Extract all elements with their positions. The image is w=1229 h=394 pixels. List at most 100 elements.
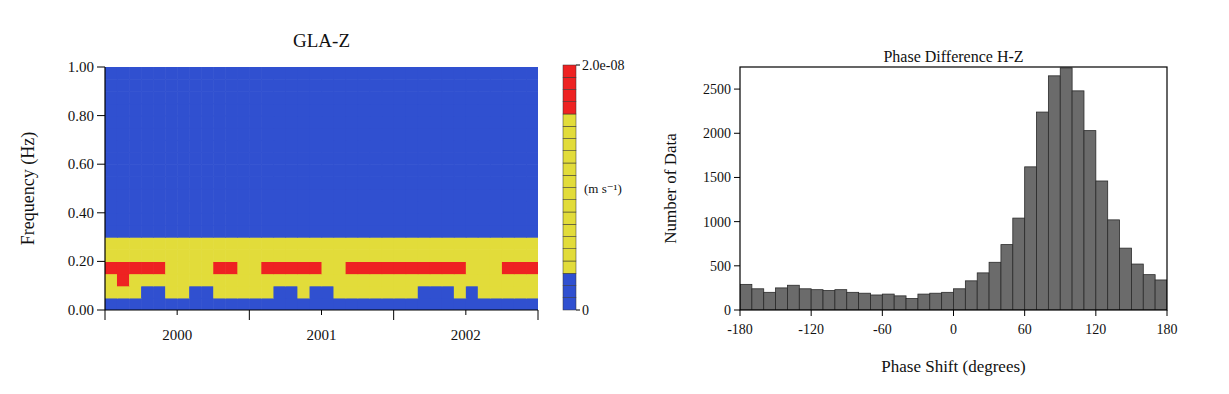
heat-cell xyxy=(261,116,274,129)
heat-cell xyxy=(129,67,142,80)
heat-cell xyxy=(249,116,262,129)
heat-cell xyxy=(117,79,130,92)
colorbar-tick xyxy=(576,310,580,311)
heat-cell xyxy=(201,249,214,262)
heat-cell xyxy=(514,91,527,104)
heat-cell xyxy=(105,189,118,202)
heat-cell xyxy=(310,164,323,177)
heat-cell xyxy=(514,213,527,226)
heat-cell xyxy=(406,103,419,116)
histogram-bar xyxy=(965,281,977,310)
histogram-bar xyxy=(787,285,799,310)
histogram-bar xyxy=(1096,181,1108,310)
heat-cell xyxy=(213,176,226,189)
heat-cell xyxy=(297,152,310,165)
histogram-bar xyxy=(1060,68,1072,310)
heat-cell xyxy=(442,79,455,92)
heat-cell xyxy=(261,164,274,177)
heat-cell xyxy=(105,237,118,250)
colorbar-segment xyxy=(563,102,576,114)
heat-cell xyxy=(117,189,130,202)
heat-cell xyxy=(201,286,214,299)
heat-cell xyxy=(310,152,323,165)
heat-cell xyxy=(141,79,154,92)
heat-cell xyxy=(322,91,335,104)
heat-cell xyxy=(129,103,142,116)
heat-cell xyxy=(333,128,346,141)
heat-cell xyxy=(310,237,323,250)
colorbar-segment xyxy=(563,126,576,138)
heat-cell xyxy=(249,140,262,153)
heat-cell xyxy=(370,201,383,214)
heat-cell xyxy=(418,225,431,238)
heat-cell xyxy=(225,261,238,274)
heat-cell xyxy=(165,91,178,104)
heat-cell xyxy=(105,176,118,189)
heat-cell xyxy=(213,274,226,287)
heat-cell xyxy=(502,164,515,177)
heat-cell xyxy=(382,103,395,116)
heat-cell xyxy=(153,274,166,287)
heat-cell xyxy=(502,128,515,141)
heat-cell xyxy=(297,103,310,116)
heat-cell xyxy=(249,225,262,238)
colorbar-tick xyxy=(576,65,580,66)
heat-cell xyxy=(237,128,250,141)
heat-cell xyxy=(502,189,515,202)
heat-cell xyxy=(514,128,527,141)
heat-cell xyxy=(165,274,178,287)
heat-cell xyxy=(117,237,130,250)
heat-cell xyxy=(189,261,202,274)
heat-cell xyxy=(394,225,407,238)
heat-cell xyxy=(201,164,214,177)
y-tick-label: 0.00 xyxy=(68,302,94,318)
heat-cell xyxy=(189,189,202,202)
heat-cell xyxy=(358,274,371,287)
x-tick xyxy=(1095,310,1096,316)
colorbar-segment xyxy=(563,261,576,273)
colorbar-tick-label: 2.0e-08 xyxy=(582,58,624,73)
histogram-bar xyxy=(1048,76,1060,310)
heat-cell xyxy=(129,225,142,238)
heat-cell xyxy=(310,261,323,274)
heat-cell xyxy=(346,225,359,238)
heat-cell xyxy=(117,225,130,238)
heat-cell xyxy=(358,225,371,238)
heat-cell xyxy=(285,213,298,226)
heat-cell xyxy=(249,286,262,299)
heat-cell xyxy=(213,189,226,202)
heat-cell xyxy=(153,213,166,226)
heat-cell xyxy=(105,261,118,274)
heat-cell xyxy=(261,128,274,141)
heat-cell xyxy=(514,286,527,299)
heat-cell xyxy=(141,140,154,153)
heat-cell xyxy=(430,237,443,250)
heat-cell xyxy=(273,67,286,80)
heat-cell xyxy=(382,140,395,153)
heat-cell xyxy=(129,116,142,129)
heat-cell xyxy=(322,140,335,153)
heat-cell xyxy=(478,128,491,141)
heat-cell xyxy=(237,91,250,104)
heat-cell xyxy=(261,213,274,226)
heat-cell xyxy=(225,164,238,177)
heat-cell xyxy=(201,103,214,116)
colorbar-segment xyxy=(563,237,576,249)
heat-cell xyxy=(141,189,154,202)
heat-cell xyxy=(418,164,431,177)
heat-cell xyxy=(358,79,371,92)
heat-cell xyxy=(430,201,443,214)
heat-cell xyxy=(478,103,491,116)
heat-cell xyxy=(466,79,479,92)
histogram-bar xyxy=(1084,131,1096,310)
heat-cell xyxy=(466,91,479,104)
heat-cell xyxy=(322,103,335,116)
y-tick xyxy=(97,261,105,262)
heat-cell xyxy=(370,286,383,299)
heat-cell xyxy=(394,116,407,129)
heat-cell xyxy=(310,79,323,92)
heat-cell xyxy=(261,274,274,287)
heat-cell xyxy=(153,152,166,165)
heat-cell xyxy=(406,237,419,250)
heat-cell xyxy=(285,225,298,238)
